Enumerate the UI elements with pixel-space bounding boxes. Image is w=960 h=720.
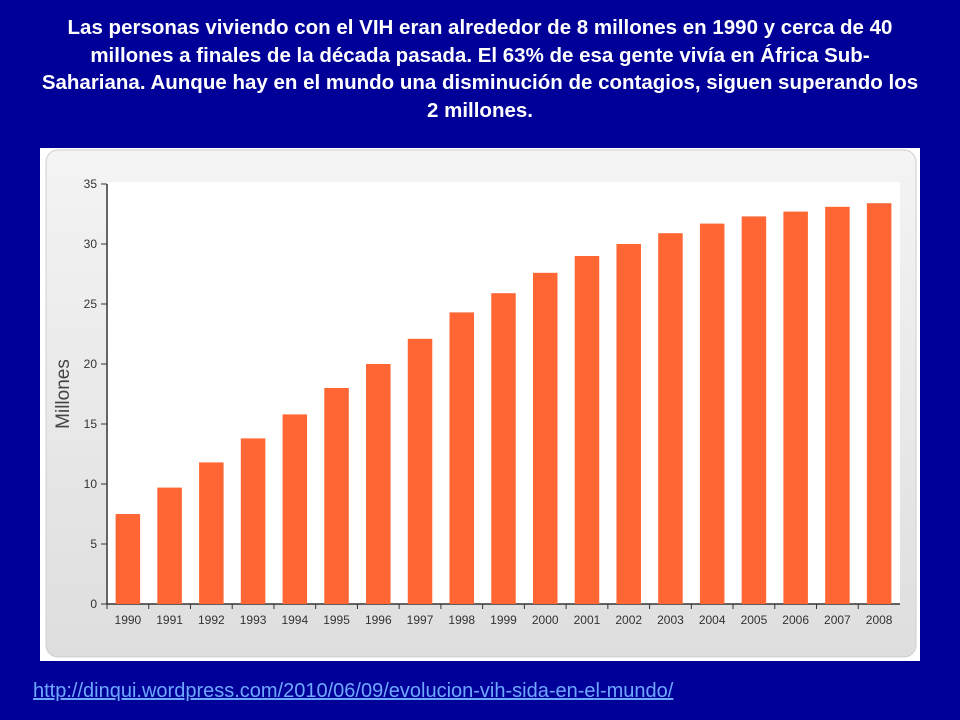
y-tick-label: 5 [90,537,97,551]
bar [240,438,266,604]
x-tick-label: 1991 [156,613,183,627]
y-ticks: 0 5 10 15 20 25 30 35 [84,177,107,611]
x-tick-label: 1995 [323,613,350,627]
y-tick-label: 15 [84,417,98,431]
bar [825,206,850,605]
y-tick-label: 25 [84,297,98,311]
bar [866,203,892,604]
headline-text: Las personas viviendo con el VIH eran al… [41,16,919,122]
x-tick-label: 1997 [407,613,434,627]
x-ticks: 1990 1991 1992 1993 1994 1995 1996 1997 1998 1999… [106,604,893,627]
x-tick-label: 1998 [448,613,475,627]
y-tick-label: 20 [84,357,98,371]
source-link[interactable]: http://dinqui.wordpress.com/2010/06/09/e… [33,680,674,702]
bar [491,293,516,604]
y-tick-label: 10 [84,477,98,491]
chart-panel: 0 5 10 15 20 25 30 35 1990 1991 1992 1993 1994 1995 1… [40,148,920,661]
bar [699,223,725,604]
x-tick-label: 1996 [365,613,392,627]
x-tick-label: 1992 [198,613,225,627]
y-tick-label: 0 [90,597,97,611]
bar [574,256,600,604]
y-axis-label: Millones [53,359,74,429]
x-tick-label: 2002 [615,613,642,627]
bar [741,216,767,604]
x-tick-label: 1990 [115,613,142,627]
bar [616,244,641,604]
x-tick-label: 2001 [574,613,601,627]
bar [532,272,558,604]
x-tick-label: 2007 [824,613,851,627]
x-tick-label: 2006 [782,613,809,627]
x-tick-label: 2000 [532,613,559,627]
bar [449,312,475,604]
bar [157,487,182,604]
x-tick-label: 2005 [741,613,768,627]
x-tick-label: 2008 [866,613,893,627]
x-tick-label: 2003 [657,613,684,627]
bar [282,414,308,604]
bars [115,203,892,605]
x-tick-label: 1994 [281,613,308,627]
x-tick-label: 2004 [699,613,726,627]
x-tick-label: 1999 [490,613,517,627]
bar [199,462,224,604]
bar [324,388,349,604]
bar [366,364,391,604]
bar [658,233,683,604]
bar [783,211,808,604]
bar [115,514,141,604]
x-tick-label: 1993 [240,613,267,627]
y-tick-label: 30 [84,237,98,251]
bar [407,338,433,604]
y-tick-label: 35 [84,177,98,191]
